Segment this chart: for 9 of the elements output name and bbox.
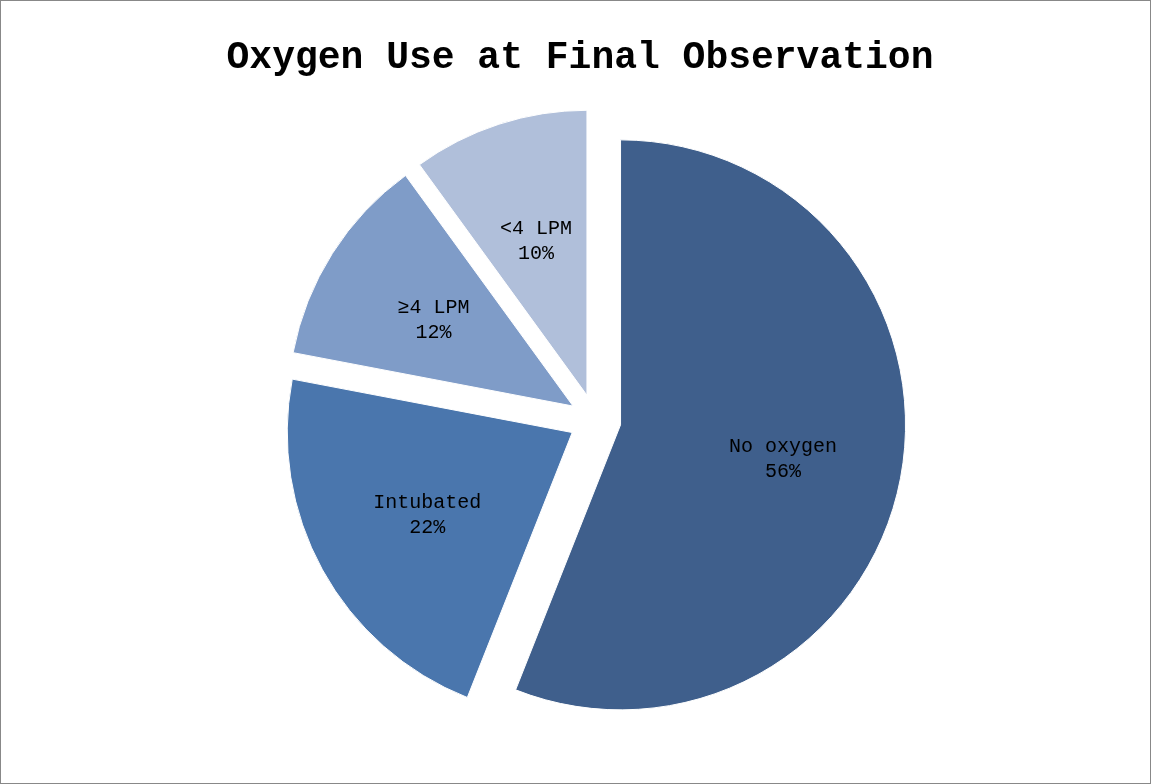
slice-label: No oxygen [728,434,837,458]
data-label: 22% [409,516,447,540]
chart-title: Oxygen Use at Final Observation [226,36,934,79]
data-label: 12% [415,321,453,345]
data-label: 56% [764,459,802,483]
slice-label: <4 LPM [499,217,572,241]
data-label: 10% [517,242,555,266]
slice-label: ≥4 LPM [397,296,470,320]
slice-label: Intubated [373,491,482,515]
